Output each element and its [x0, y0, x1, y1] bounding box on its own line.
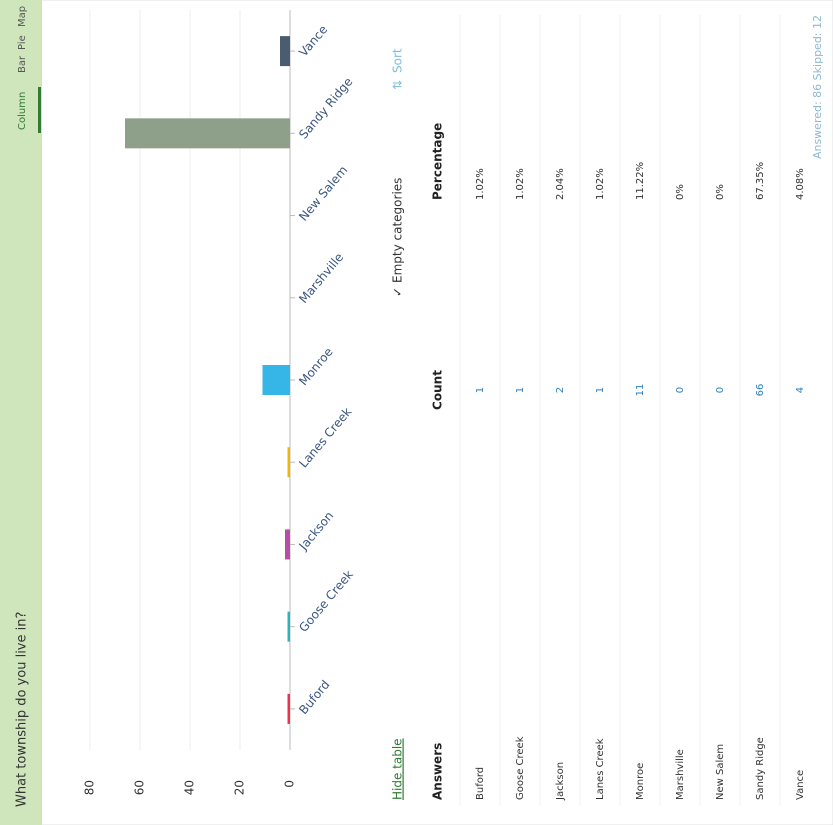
bar — [280, 36, 290, 67]
table-cell: 1 — [475, 387, 486, 393]
table-cell: 0 — [675, 387, 686, 393]
table-header: Percentage — [431, 123, 445, 200]
y-tick-label: 20 — [233, 780, 247, 795]
chart-tab[interactable]: Bar — [17, 55, 28, 73]
table-cell: 4.08% — [795, 168, 806, 200]
chart-tab[interactable]: Column — [17, 92, 28, 130]
bar — [125, 118, 290, 149]
table-cell: 66 — [755, 384, 766, 397]
question-title: What township do you live in? — [15, 612, 30, 807]
sort-icon: ⇅ — [391, 80, 405, 90]
table-header: Count — [431, 370, 445, 410]
active-tab-underline — [38, 87, 41, 133]
y-tick-label: 60 — [133, 780, 147, 795]
table-cell: Marshville — [675, 749, 686, 800]
table-cell: Vance — [795, 770, 806, 800]
table-cell: 1.02% — [515, 168, 526, 200]
table-cell: 2 — [555, 387, 566, 393]
title-bar — [0, 0, 42, 825]
table-cell: 0% — [715, 184, 726, 200]
table-cell: Monroe — [635, 763, 646, 800]
chart-tab[interactable]: Map — [17, 6, 28, 27]
table-cell: Sandy Ridge — [755, 737, 766, 800]
table-cell: Jackson — [555, 762, 566, 801]
bar — [287, 693, 290, 724]
response-summary: Answered: 86 Skipped: 12 — [811, 15, 824, 159]
table-cell: 11 — [635, 384, 646, 397]
hide-table-link[interactable]: Hide table — [391, 738, 405, 800]
table-cell: New Salem — [715, 744, 726, 800]
table-cell: 1.02% — [595, 168, 606, 200]
bar — [287, 447, 290, 478]
table-cell: 1.02% — [475, 168, 486, 200]
table-cell: 0 — [715, 387, 726, 393]
table-cell: 4 — [795, 387, 806, 393]
table-cell: Buford — [475, 767, 486, 800]
table-cell: 0% — [675, 184, 686, 200]
table-cell: 1 — [595, 387, 606, 393]
y-tick-label: 0 — [283, 780, 297, 788]
bar — [285, 529, 290, 560]
table-cell: 2.04% — [555, 168, 566, 200]
table-cell: Lanes Creek — [595, 738, 606, 800]
bar — [287, 611, 290, 642]
table-cell: Goose Creek — [515, 736, 526, 800]
table-cell: 1 — [515, 387, 526, 393]
table-cell: 11.22% — [635, 162, 646, 200]
bar — [262, 365, 290, 395]
sort-button[interactable]: Sort — [391, 48, 405, 73]
table-header: Answers — [431, 743, 445, 800]
table-cell: 67.35% — [755, 162, 766, 200]
checkbox-check: ✓ — [391, 287, 405, 297]
chart-tab[interactable]: Pie — [17, 35, 28, 50]
y-tick-label: 40 — [183, 780, 197, 795]
empty-categories-toggle[interactable]: Empty categories — [391, 178, 405, 283]
y-tick-label: 80 — [83, 780, 97, 795]
